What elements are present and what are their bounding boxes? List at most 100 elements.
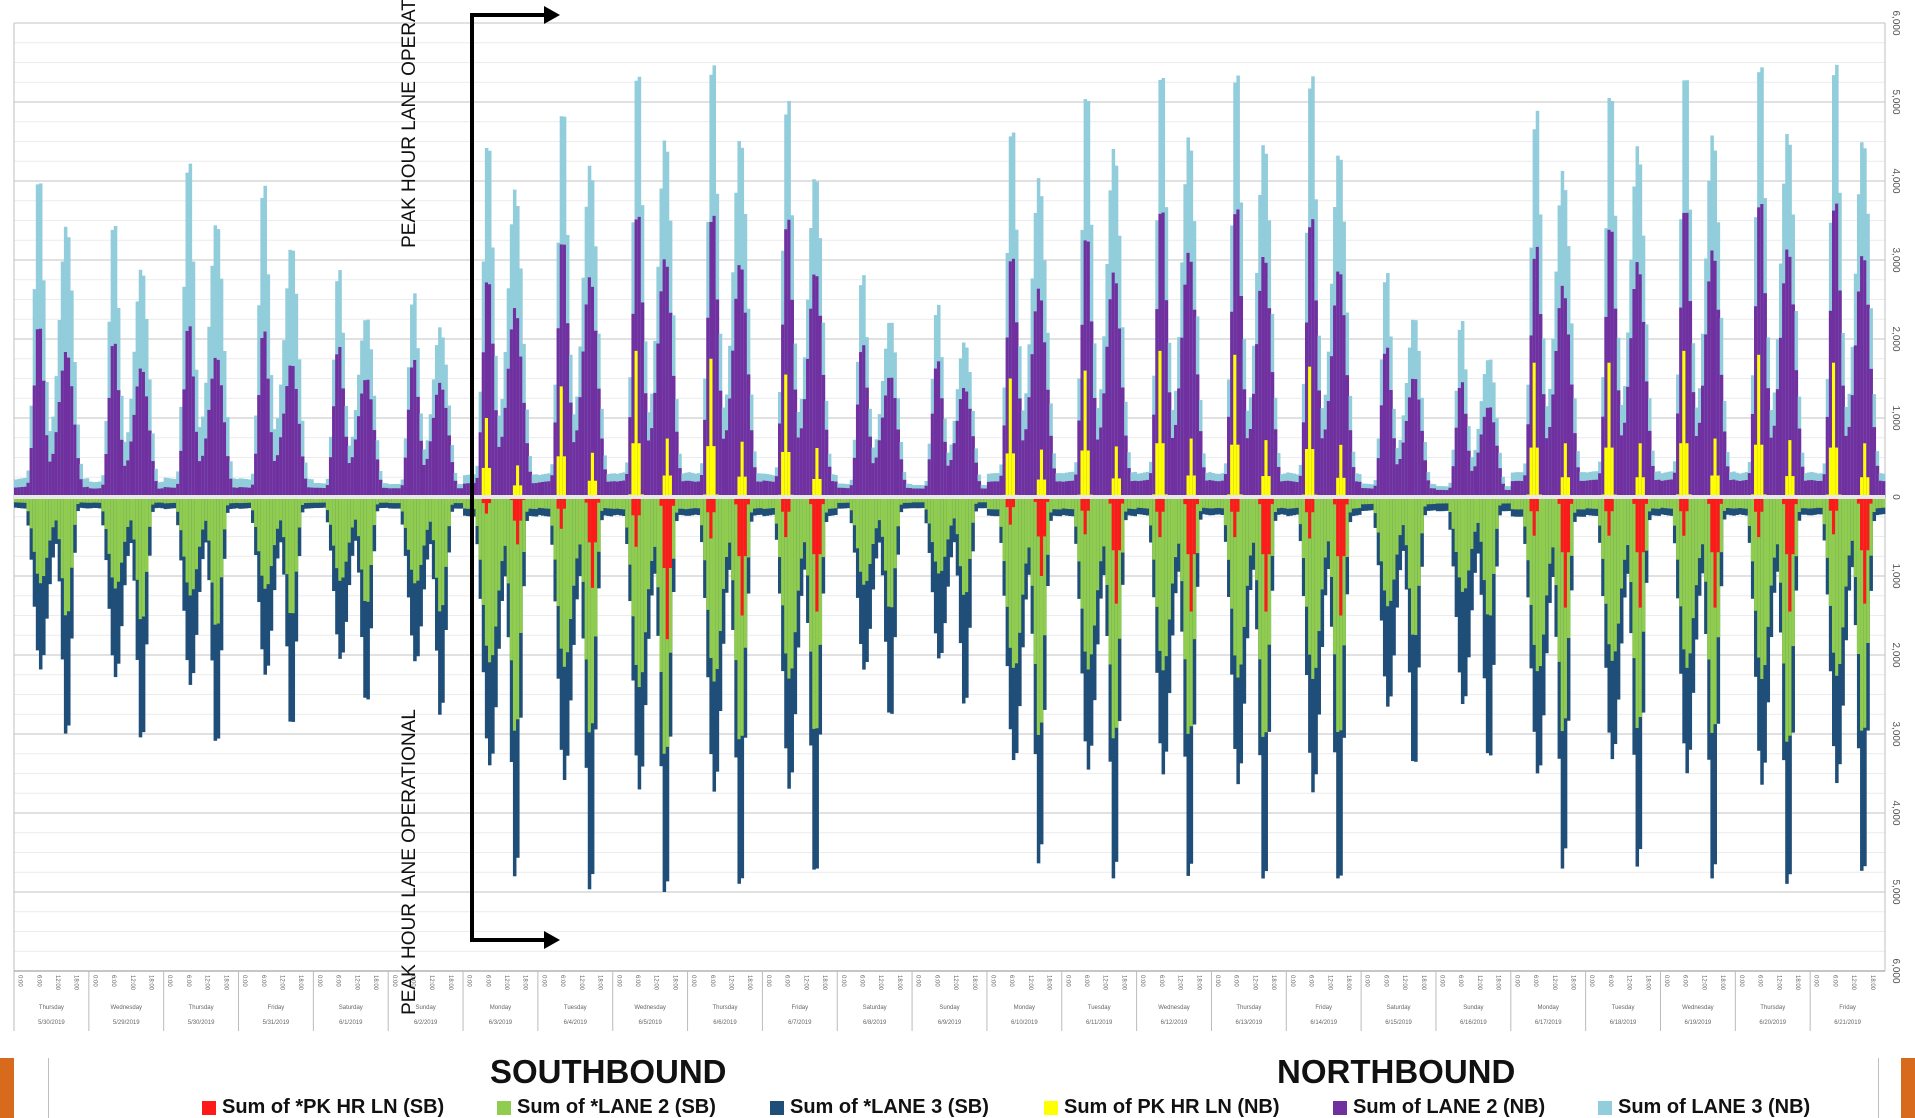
bar-nb-lane2 — [1694, 436, 1699, 497]
bar-sb-lane2 — [908, 497, 913, 503]
bar-sb-lane3 — [1451, 497, 1456, 567]
bar-sb-lane2 — [88, 497, 93, 503]
bar-sb-lane2 — [294, 497, 299, 572]
bar-nb-lane2 — [406, 409, 411, 497]
bar-nb-lane2 — [1454, 427, 1459, 497]
bar-nb-lane2 — [319, 487, 324, 497]
bar-sb-lane2 — [506, 497, 511, 584]
bar-nb-lane2 — [1407, 397, 1412, 497]
bar-nb-lane2 — [1451, 466, 1456, 497]
bar-nb-lane2 — [799, 428, 804, 497]
date-label: 5/29/2019 — [113, 1020, 140, 1026]
hour-tick-label: 18:00 — [671, 975, 677, 991]
bar-sb-lane2 — [1342, 497, 1346, 646]
bar-sb-lane2 — [796, 497, 801, 591]
bar-sb-lane2 — [132, 497, 137, 540]
bar-nb-lane2 — [528, 471, 533, 497]
bar-nb-lane2 — [1111, 272, 1116, 497]
bar-nb-lane2 — [912, 488, 916, 497]
bar-nb-lane2 — [662, 259, 667, 497]
bar-sb-lane2 — [347, 497, 352, 543]
bar-sb-pk-hr-ln — [1311, 497, 1315, 513]
bar-nb-lane2 — [640, 302, 645, 497]
day-label: Thursday — [712, 1005, 737, 1011]
bar-nb-pk-hr-ln — [1563, 443, 1568, 497]
bar-nb-lane2 — [793, 389, 798, 497]
bar-nb-lane2 — [210, 378, 214, 497]
bar-nb-lane2 — [990, 481, 994, 497]
legend-label: Sum of *LANE 3 (SB) — [790, 1096, 989, 1118]
bar-nb-lane2 — [1255, 344, 1259, 497]
bar-sb-lane2 — [1769, 497, 1774, 586]
date-label: 6/14/2019 — [1310, 1020, 1337, 1026]
hour-tick-label: 0:00 — [91, 975, 97, 987]
bar-sb-lane2 — [431, 497, 436, 541]
bar-sb-lane3 — [977, 497, 982, 509]
bar-sb-lane2 — [1579, 497, 1583, 510]
bar-nb-lane2 — [500, 436, 504, 497]
bar-sb-lane2 — [1392, 497, 1396, 580]
bar-sb-pk-hr-ln — [1186, 497, 1191, 555]
bar-nb-lane2 — [254, 453, 258, 497]
bar-nb-lane2 — [1317, 390, 1321, 497]
bar-sb-lane2 — [157, 497, 161, 503]
bar-nb-lane2 — [696, 481, 701, 497]
bar-nb-lane2 — [91, 488, 96, 497]
bar-sb-lane3 — [915, 497, 919, 509]
bar-sb-lane2 — [771, 497, 776, 509]
hour-tick-label: 18:00 — [821, 975, 827, 991]
bar-sb-lane2 — [1669, 497, 1674, 509]
bar-sb-lane2 — [703, 497, 707, 561]
bar-sb-lane2 — [1127, 497, 1131, 509]
bar-sb-lane2 — [1170, 497, 1175, 584]
bar-nb-lane2 — [1588, 480, 1593, 497]
bar-sb-lane2 — [1766, 497, 1771, 627]
bar-sb-pk-hr-ln — [1121, 497, 1125, 504]
bar-sb-lane2 — [1407, 497, 1412, 589]
bar-sb-lane2 — [497, 497, 501, 591]
bar-sb-lane2 — [98, 497, 102, 503]
bar-nb-lane2 — [958, 399, 963, 497]
bar-sb-lane2 — [1672, 497, 1677, 526]
bar-sb-lane2 — [1570, 497, 1574, 556]
bar-sb-lane2 — [896, 497, 901, 527]
bar-nb-lane2 — [372, 430, 377, 497]
date-label: 6/12/2019 — [1161, 1020, 1188, 1026]
day-label: Sunday — [415, 1005, 435, 1011]
hour-tick-label: 0:00 — [466, 975, 472, 987]
bar-sb-lane2 — [110, 497, 115, 578]
bar-nb-pk-hr-ln — [1036, 479, 1041, 497]
bar-sb-lane2 — [1264, 497, 1268, 733]
bar-sb-pk-hr-ln — [516, 497, 520, 545]
bar-sb-pk-hr-ln — [1760, 497, 1764, 512]
bar-nb-lane2 — [176, 483, 180, 497]
bar-sb-pk-hr-ln — [1791, 497, 1795, 555]
bar-sb-lane2 — [1046, 497, 1050, 555]
hour-tick-label: 18:00 — [1719, 975, 1725, 991]
bar-nb-lane2 — [1267, 308, 1272, 497]
bar-sb-lane2 — [1757, 497, 1761, 658]
bar-nb-lane2 — [1685, 212, 1689, 497]
divider — [48, 1058, 49, 1118]
bar-nb-lane2 — [257, 395, 261, 497]
bar-sb-lane2 — [821, 497, 826, 558]
bar-nb-lane2 — [403, 457, 408, 497]
bar-nb-lane2 — [1002, 425, 1007, 497]
bar-nb-lane2 — [1117, 328, 1122, 497]
bar-nb-lane2 — [534, 483, 539, 497]
bar-sb-lane2 — [865, 497, 869, 581]
bar-nb-lane2 — [263, 331, 267, 497]
bar-sb-lane2 — [378, 497, 383, 503]
bar-sb-lane3 — [1439, 497, 1443, 512]
bar-sb-lane2 — [213, 497, 218, 625]
bar-nb-lane2 — [687, 480, 692, 497]
bar-sb-lane2 — [902, 497, 907, 503]
bar-sb-pk-hr-ln — [1111, 497, 1116, 551]
bar-nb-lane2 — [693, 481, 698, 497]
bar-sb-pk-hr-ln — [1835, 497, 1839, 511]
bar-sb-lane2 — [1738, 497, 1742, 509]
bar-sb-lane2 — [1504, 497, 1509, 504]
bar-sb-lane2 — [565, 497, 570, 653]
bar-nb-lane2 — [859, 352, 863, 497]
bar-sb-lane2 — [1008, 497, 1013, 648]
